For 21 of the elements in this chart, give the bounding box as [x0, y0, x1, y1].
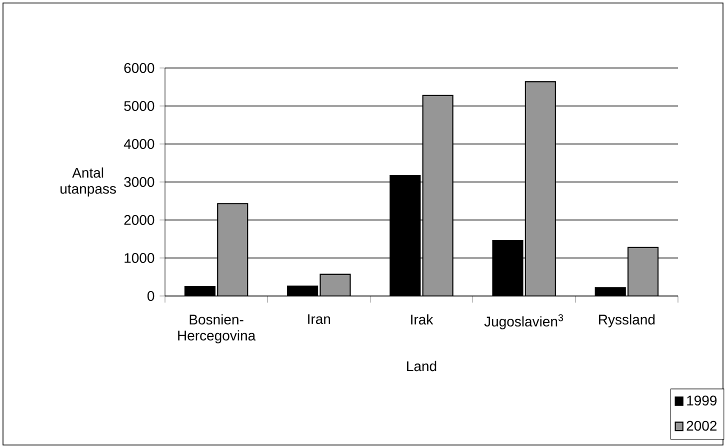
x-tick-label: Jugoslavien$^{3}$ [484, 314, 564, 330]
x-tick-label: Iran [308, 314, 330, 324]
x-tick-label: Ryssland [599, 314, 655, 328]
y-axis-title: Antal utanpass [60, 167, 116, 197]
y-tick-label: 4000 [124, 139, 154, 149]
y-tick-label: 3000 [124, 177, 154, 187]
bar [627, 246, 659, 296]
y-tick-label: 0 [147, 291, 154, 301]
y-tick-label: 2000 [124, 215, 154, 225]
x-tick-label: Irak [411, 314, 434, 325]
legend-label: 1999 [687, 396, 717, 406]
x-tick-label: Bosnien-Hercegovina [178, 314, 256, 344]
x-axis-title: Land [407, 360, 436, 372]
bar [422, 94, 454, 296]
bar [217, 203, 248, 296]
bar [320, 274, 351, 296]
legend-label: 2002 [686, 420, 716, 431]
y-tick-label: 1000 [124, 253, 154, 263]
y-tick-label: 6000 [124, 63, 154, 73]
y-tick-label: 5000 [124, 101, 154, 111]
bar [524, 81, 556, 296]
